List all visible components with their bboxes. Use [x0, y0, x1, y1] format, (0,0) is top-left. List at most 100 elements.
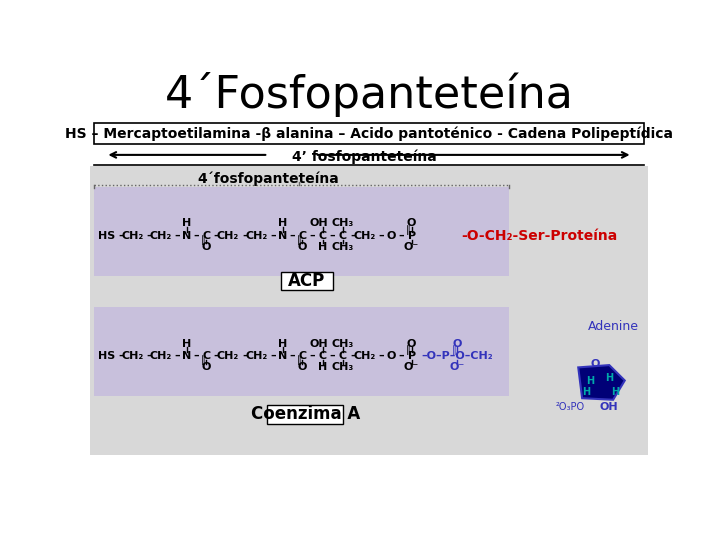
Text: O: O: [202, 241, 211, 252]
Text: –O–P–O–CH₂: –O–P–O–CH₂: [422, 351, 493, 361]
Text: 4’ fosfopanteteína: 4’ fosfopanteteína: [292, 150, 436, 165]
Text: H: H: [318, 241, 327, 252]
Text: O⁻: O⁻: [404, 241, 419, 252]
Text: –: –: [175, 351, 181, 361]
Text: –: –: [289, 351, 295, 361]
Text: CH₃: CH₃: [331, 241, 354, 252]
Text: –: –: [271, 231, 276, 241]
FancyBboxPatch shape: [267, 405, 343, 423]
Text: H: H: [586, 375, 594, 386]
Text: O: O: [387, 351, 396, 361]
Text: H: H: [279, 218, 287, 228]
Text: –: –: [118, 231, 124, 241]
Text: –: –: [175, 231, 181, 241]
Text: ∥: ∥: [297, 355, 302, 365]
Text: –: –: [399, 231, 405, 241]
Text: ∥: ∥: [297, 234, 302, 245]
Text: –: –: [310, 231, 315, 241]
Text: P: P: [408, 231, 415, 241]
Text: O: O: [407, 218, 416, 228]
Text: –: –: [214, 351, 219, 361]
Text: O: O: [453, 339, 462, 348]
Text: C: C: [318, 351, 327, 361]
Text: –: –: [310, 351, 315, 361]
Text: N: N: [182, 231, 192, 241]
Text: OH: OH: [310, 218, 328, 228]
Text: ∥: ∥: [406, 225, 411, 235]
Text: HS – Mercaptoetilamina -β alanina – Acido pantoténico - Cadena Polipeptídica: HS – Mercaptoetilamina -β alanina – Acid…: [65, 126, 673, 140]
Text: CH₂: CH₂: [246, 231, 268, 241]
Text: 4´fosfopanteteína: 4´fosfopanteteína: [197, 172, 339, 186]
Text: H: H: [182, 218, 192, 228]
Text: H: H: [582, 387, 590, 397]
Text: ∥: ∥: [201, 234, 206, 245]
Text: C: C: [298, 231, 307, 241]
Text: CH₃: CH₃: [331, 218, 354, 228]
Text: –: –: [242, 231, 248, 241]
Text: CH₂: CH₂: [122, 231, 144, 241]
Text: Coenzima A: Coenzima A: [251, 406, 360, 423]
Text: –: –: [399, 351, 405, 361]
Text: HS: HS: [99, 231, 116, 241]
Text: –: –: [289, 231, 295, 241]
Text: –: –: [194, 231, 199, 241]
Text: H: H: [318, 362, 327, 372]
Bar: [94, 123, 644, 144]
Text: CH₃: CH₃: [331, 339, 354, 348]
Text: –: –: [350, 351, 356, 361]
Text: H: H: [606, 373, 613, 383]
Text: H: H: [182, 339, 192, 348]
Text: O: O: [407, 339, 416, 348]
Text: –: –: [118, 351, 124, 361]
Text: N: N: [182, 351, 192, 361]
Text: –: –: [330, 351, 336, 361]
Text: O: O: [202, 362, 211, 372]
Text: –: –: [146, 351, 152, 361]
Bar: [94, 187, 508, 276]
Text: HS: HS: [99, 351, 116, 361]
Text: –: –: [194, 351, 199, 361]
Text: H: H: [611, 387, 619, 397]
Text: –: –: [214, 231, 219, 241]
Text: CH₂: CH₂: [246, 351, 268, 361]
Text: –: –: [350, 231, 356, 241]
Text: P: P: [408, 351, 415, 361]
Text: C: C: [298, 351, 307, 361]
Text: C: C: [318, 231, 327, 241]
Text: –: –: [146, 231, 152, 241]
Text: C: C: [202, 231, 210, 241]
Text: O⁻: O⁻: [450, 362, 465, 372]
Text: O: O: [297, 241, 307, 252]
Text: –: –: [379, 231, 384, 241]
FancyBboxPatch shape: [282, 272, 333, 291]
Text: –: –: [271, 351, 276, 361]
Text: Adenine: Adenine: [588, 320, 639, 333]
Text: OH: OH: [310, 339, 328, 348]
Text: N: N: [279, 351, 287, 361]
Bar: [90, 166, 648, 301]
Text: -O-CH₂-Ser-Proteína: -O-CH₂-Ser-Proteína: [462, 229, 618, 243]
Text: C: C: [202, 351, 210, 361]
Bar: [94, 307, 508, 396]
Text: 4´Fosfopanteteína: 4´Fosfopanteteína: [165, 72, 573, 117]
Text: O: O: [297, 362, 307, 372]
Text: –: –: [330, 231, 336, 241]
Text: OH: OH: [600, 402, 618, 413]
Text: ²O₃PO: ²O₃PO: [556, 402, 585, 413]
Text: CH₂: CH₂: [217, 351, 239, 361]
Text: CH₂: CH₂: [354, 231, 375, 241]
Text: CH₂: CH₂: [122, 351, 144, 361]
Text: –: –: [242, 351, 248, 361]
Text: ∥: ∥: [452, 346, 456, 355]
Text: C: C: [338, 351, 347, 361]
Text: C: C: [338, 231, 347, 241]
Text: CH₂: CH₂: [354, 351, 375, 361]
Text: ACP: ACP: [289, 272, 325, 290]
Polygon shape: [578, 365, 625, 400]
Text: ∥: ∥: [406, 346, 411, 355]
Text: ∥: ∥: [201, 355, 206, 365]
Text: CH₂: CH₂: [217, 231, 239, 241]
Text: O⁻: O⁻: [404, 362, 419, 372]
Bar: [90, 301, 648, 455]
Text: –: –: [379, 351, 384, 361]
